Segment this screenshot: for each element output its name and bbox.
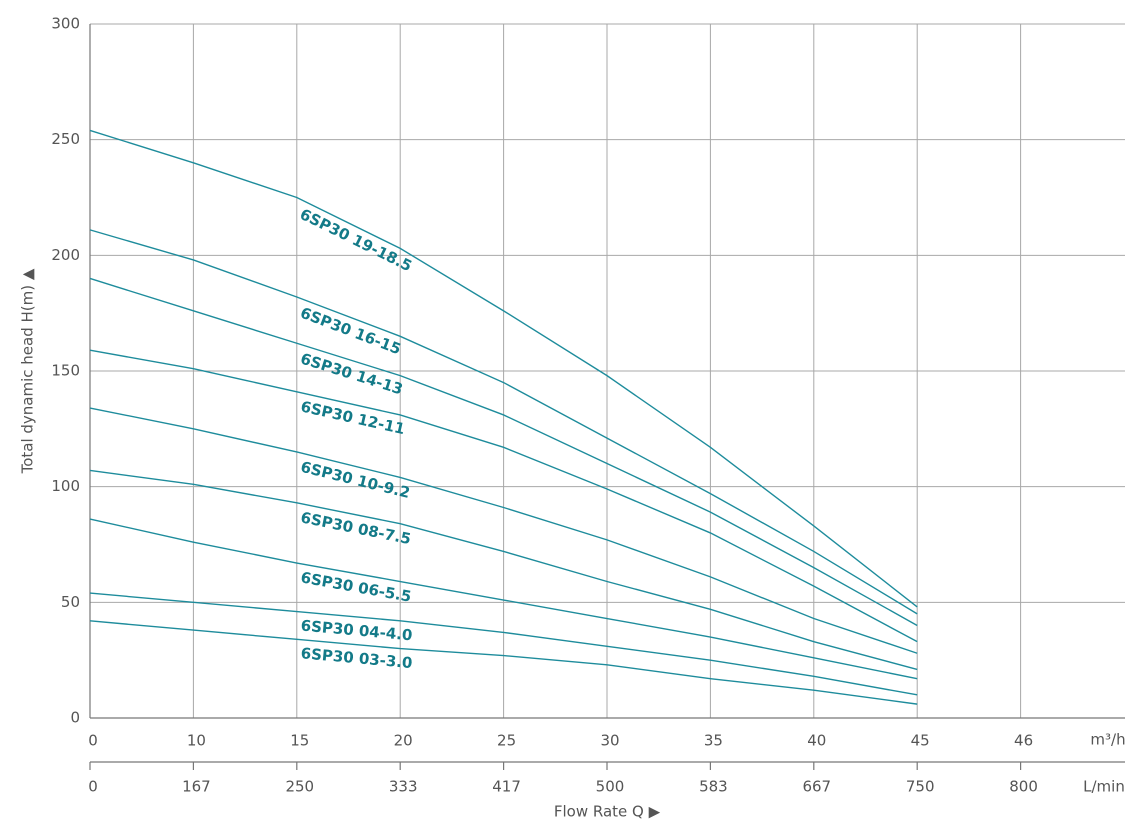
y-tick-label: 300 (51, 15, 80, 33)
y-tick-label: 150 (51, 362, 80, 380)
y-tick-label: 200 (51, 246, 80, 264)
x2-tick-label: 0 (88, 778, 98, 796)
x2-tick-label: 667 (802, 778, 831, 796)
curve-label: 6SP30 14-13 (298, 349, 405, 398)
x2-tick-label: 167 (182, 778, 211, 796)
x-tick-label: 35 (704, 732, 723, 750)
x-unit: m³/h (1090, 731, 1125, 749)
curve (89, 620, 918, 705)
x-axis-title: Flow Rate Q ▶ (554, 803, 661, 821)
x2-tick-label: 417 (492, 778, 521, 796)
y-axis-title: Total dynamic head H(m) ▲ (19, 268, 37, 474)
x-tick-label: 10 (187, 732, 206, 750)
y-tick-label: 0 (70, 709, 80, 727)
x2-unit: L/min (1083, 778, 1125, 796)
curve (89, 407, 918, 654)
x2-tick-label: 583 (699, 778, 728, 796)
x-tick-label: 15 (290, 732, 309, 750)
curve-label: 6SP30 12-11 (299, 397, 407, 438)
x-tick-label: 25 (497, 732, 516, 750)
x2-tick-label: 800 (1009, 778, 1038, 796)
x2-tick-label: 250 (285, 778, 314, 796)
y-tick-label: 50 (61, 593, 80, 611)
curve (89, 277, 918, 627)
curve (89, 349, 918, 643)
x2-tick-label: 333 (389, 778, 418, 796)
x-tick-label: 45 (911, 732, 930, 750)
y-tick-label: 250 (51, 130, 80, 148)
curve (89, 229, 918, 615)
curve (89, 129, 918, 608)
x2-tick-label: 750 (906, 778, 935, 796)
x-tick-label: 20 (394, 732, 413, 750)
x-tick-label: 40 (807, 732, 826, 750)
curve (89, 469, 918, 671)
curve-label: 6SP30 10-9.2 (299, 458, 412, 502)
x-tick-label: 30 (600, 732, 619, 750)
x2-tick-label: 500 (596, 778, 625, 796)
x-tick-label: 0 (88, 732, 98, 750)
curve (89, 592, 918, 696)
x-tick-label: 46 (1014, 732, 1033, 750)
curve-label: 6SP30 19-18.5 (297, 205, 415, 275)
y-tick-label: 100 (51, 477, 80, 495)
curve (89, 518, 918, 680)
